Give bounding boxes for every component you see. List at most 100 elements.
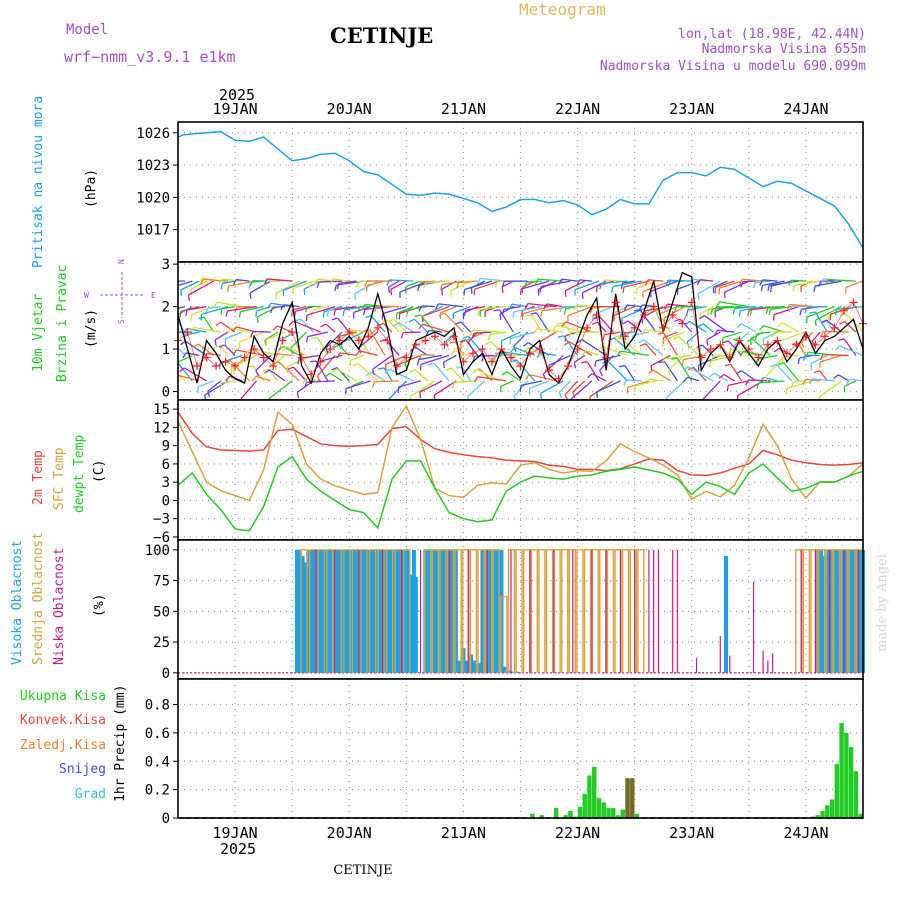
wind-barb-flag (165, 369, 170, 372)
wind-barb-flag (190, 289, 193, 296)
wind-gust-marker (659, 323, 668, 332)
wind-barb-flag (220, 283, 223, 290)
wind-barb (701, 380, 721, 400)
wind-barb-flag (673, 306, 678, 313)
wind-barb (843, 338, 857, 356)
wind-barb (741, 323, 757, 333)
wind-barb (365, 305, 393, 310)
wind-barb (398, 380, 421, 388)
wind-barb (713, 280, 728, 288)
wind-barb-flag (311, 336, 318, 339)
wind-barb (702, 323, 714, 333)
wind-barb (604, 331, 621, 336)
wind-barb-flag (287, 366, 294, 371)
cloud-low-bar (829, 549, 831, 673)
wind-barb-flag (331, 317, 338, 321)
cloud-high-bar (849, 549, 854, 673)
wind-barb-flag (249, 280, 254, 287)
cloud-panel: 0 25 50 75 100 (145, 539, 865, 682)
wind-gust-marker (773, 336, 782, 345)
wind-barb-flag (408, 318, 415, 323)
wind-barb (418, 354, 443, 361)
wind-barb (644, 329, 664, 333)
wind-barb-flag (714, 329, 718, 336)
wind-barb (689, 320, 707, 333)
wind-barb-flag (777, 322, 783, 327)
wind-gust-marker (497, 345, 506, 354)
wind-barb (740, 369, 757, 382)
cloud-high-bar (503, 666, 508, 673)
wind-barb-flag (799, 309, 803, 316)
wind-barb-flag (736, 395, 739, 400)
cloud-high-bar (386, 549, 391, 673)
wind-gust-marker (364, 332, 373, 341)
wind-barb (206, 352, 221, 357)
wind-barb-flag (393, 322, 400, 327)
wind-barb (649, 378, 664, 382)
wind-barb-flag (200, 279, 204, 286)
cloud-low-bar (529, 549, 531, 673)
cloud-low-bar (653, 549, 655, 673)
wind-barb-flag (633, 308, 640, 312)
wind-barb (526, 280, 542, 283)
bottom-day-label: 19JAN (213, 824, 258, 842)
y-tick-label: −6 (153, 530, 170, 546)
cloud-mid-bar (530, 549, 538, 673)
y-tick-label: 0.8 (145, 698, 170, 714)
cloud-low-bar (553, 549, 555, 673)
wind-gust-marker (725, 353, 734, 362)
cloud-mid-bar (545, 549, 554, 673)
wind-barb-flag (667, 280, 672, 287)
wind-barb-flag (557, 321, 564, 325)
wind-barb (700, 278, 714, 282)
wind-barb (601, 280, 628, 285)
wind-barb (374, 380, 400, 383)
wind-barb (472, 329, 500, 333)
cloud-low-bar (648, 549, 650, 673)
wind-barb-flag (406, 309, 409, 316)
wind-barb-flag (334, 285, 337, 292)
wind-barb-flag (797, 357, 800, 364)
wind-barb-flag (445, 340, 449, 347)
wind-barb (537, 278, 564, 282)
wind-barb (752, 338, 771, 356)
legend-conv: Konvek.Kisa (20, 713, 106, 728)
wind-barb (185, 340, 207, 356)
cloud-mid-bar (403, 549, 411, 673)
cloud-high-bar (857, 549, 862, 673)
wind-barb (607, 360, 628, 382)
wind-barb (613, 305, 635, 317)
wind-barb-flag (218, 344, 225, 348)
wind-barb-flag (308, 281, 313, 288)
wind-barb-flag (620, 282, 624, 290)
precip-total-bar (563, 815, 568, 818)
cloud-mid-bar (515, 549, 523, 673)
wind-barb (516, 359, 536, 382)
wind-barb-flag (736, 323, 742, 328)
wind-barb-flag (573, 304, 578, 311)
wind-barb (777, 331, 807, 342)
wind-barb (454, 380, 478, 384)
wind-barb-flag (773, 347, 780, 353)
wind-barb (546, 303, 564, 308)
wind-barb (514, 346, 536, 357)
cloud-high-bar (297, 549, 302, 673)
wind-barb (528, 373, 557, 382)
cloud-mid-bar (810, 549, 818, 673)
wind-barb (596, 380, 621, 393)
wind-barb-flag (180, 340, 186, 346)
wind-barb (480, 277, 507, 282)
wind-barb-flag (667, 369, 672, 376)
wind-barb-flag (365, 371, 372, 377)
y-tick-label: 1020 (136, 190, 170, 206)
cloud-high-bar (329, 549, 334, 673)
wind-barb (405, 280, 421, 288)
cloud-ylabel-low: Niska Oblacnost (52, 548, 67, 665)
panel-background (178, 122, 863, 262)
wind-barb-flag (802, 379, 807, 385)
cloud-low-bar (857, 549, 859, 673)
wind-barb (565, 280, 586, 292)
wind-barb (819, 370, 828, 382)
cloud-low-bar (334, 549, 336, 673)
cloud-low-bar (358, 549, 360, 673)
